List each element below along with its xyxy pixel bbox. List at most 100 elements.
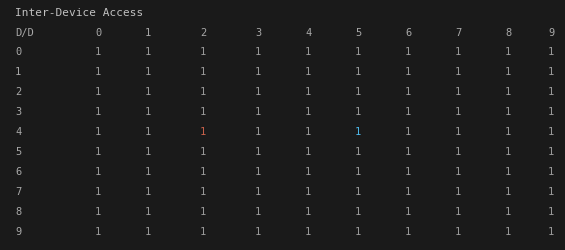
Text: 1: 1 <box>505 126 511 136</box>
Text: 1: 1 <box>355 47 361 57</box>
Text: 1: 1 <box>405 126 411 136</box>
Text: 1: 1 <box>355 186 361 196</box>
Text: 1: 1 <box>405 226 411 236</box>
Text: 1: 1 <box>305 226 311 236</box>
Text: 8: 8 <box>15 206 21 216</box>
Text: 1: 1 <box>255 226 261 236</box>
Text: 1: 1 <box>505 146 511 156</box>
Text: 1: 1 <box>145 87 151 97</box>
Text: 3: 3 <box>15 106 21 117</box>
Text: 1: 1 <box>145 206 151 216</box>
Text: 1: 1 <box>355 146 361 156</box>
Text: 2: 2 <box>200 28 206 38</box>
Text: 1: 1 <box>305 206 311 216</box>
Text: 1: 1 <box>505 67 511 77</box>
Text: 6: 6 <box>15 166 21 176</box>
Text: 1: 1 <box>145 28 151 38</box>
Text: 1: 1 <box>145 67 151 77</box>
Text: 1: 1 <box>95 47 101 57</box>
Text: 1: 1 <box>455 146 461 156</box>
Text: 3: 3 <box>255 28 261 38</box>
Text: 1: 1 <box>255 126 261 136</box>
Text: 1: 1 <box>200 67 206 77</box>
Text: 1: 1 <box>505 206 511 216</box>
Text: 1: 1 <box>305 166 311 176</box>
Text: 1: 1 <box>405 47 411 57</box>
Text: 1: 1 <box>355 106 361 117</box>
Text: 1: 1 <box>548 47 554 57</box>
Text: 1: 1 <box>548 186 554 196</box>
Text: 5: 5 <box>15 146 21 156</box>
Text: 1: 1 <box>548 146 554 156</box>
Text: 1: 1 <box>405 87 411 97</box>
Text: 1: 1 <box>95 146 101 156</box>
Text: 1: 1 <box>405 106 411 117</box>
Text: 1: 1 <box>355 126 361 136</box>
Text: 1: 1 <box>548 226 554 236</box>
Text: 1: 1 <box>305 87 311 97</box>
Text: 1: 1 <box>355 206 361 216</box>
Text: 1: 1 <box>95 166 101 176</box>
Text: 1: 1 <box>355 166 361 176</box>
Text: 1: 1 <box>200 166 206 176</box>
Text: 1: 1 <box>505 226 511 236</box>
Text: 1: 1 <box>95 87 101 97</box>
Text: 1: 1 <box>355 67 361 77</box>
Text: 1: 1 <box>455 87 461 97</box>
Text: 1: 1 <box>145 186 151 196</box>
Text: 1: 1 <box>145 106 151 117</box>
Text: 1: 1 <box>455 106 461 117</box>
Text: 1: 1 <box>505 186 511 196</box>
Text: 2: 2 <box>15 87 21 97</box>
Text: 1: 1 <box>95 106 101 117</box>
Text: 1: 1 <box>200 146 206 156</box>
Text: 9: 9 <box>15 226 21 236</box>
Text: D/D: D/D <box>15 28 34 38</box>
Text: 7: 7 <box>455 28 461 38</box>
Text: 1: 1 <box>255 206 261 216</box>
Text: 1: 1 <box>455 206 461 216</box>
Text: 0: 0 <box>15 47 21 57</box>
Text: 1: 1 <box>200 126 206 136</box>
Text: 1: 1 <box>200 186 206 196</box>
Text: 1: 1 <box>455 126 461 136</box>
Text: 1: 1 <box>95 67 101 77</box>
Text: 1: 1 <box>200 47 206 57</box>
Text: 1: 1 <box>255 106 261 117</box>
Text: 1: 1 <box>355 226 361 236</box>
Text: 6: 6 <box>405 28 411 38</box>
Text: 5: 5 <box>355 28 361 38</box>
Text: 1: 1 <box>505 166 511 176</box>
Text: 1: 1 <box>255 186 261 196</box>
Text: 9: 9 <box>548 28 554 38</box>
Text: 1: 1 <box>95 226 101 236</box>
Text: 1: 1 <box>505 87 511 97</box>
Text: 1: 1 <box>200 206 206 216</box>
Text: 1: 1 <box>548 126 554 136</box>
Text: 1: 1 <box>255 47 261 57</box>
Text: 1: 1 <box>145 226 151 236</box>
Text: 1: 1 <box>548 206 554 216</box>
Text: 1: 1 <box>505 106 511 117</box>
Text: 1: 1 <box>455 47 461 57</box>
Text: 1: 1 <box>255 87 261 97</box>
Text: 1: 1 <box>405 146 411 156</box>
Text: 1: 1 <box>405 67 411 77</box>
Text: 1: 1 <box>95 186 101 196</box>
Text: 1: 1 <box>255 146 261 156</box>
Text: 1: 1 <box>548 87 554 97</box>
Text: 1: 1 <box>548 106 554 117</box>
Text: 1: 1 <box>455 226 461 236</box>
Text: 1: 1 <box>200 226 206 236</box>
Text: 4: 4 <box>15 126 21 136</box>
Text: 1: 1 <box>405 206 411 216</box>
Text: Inter-Device Access: Inter-Device Access <box>15 8 144 18</box>
Text: 1: 1 <box>255 67 261 77</box>
Text: 1: 1 <box>455 166 461 176</box>
Text: 1: 1 <box>305 126 311 136</box>
Text: 8: 8 <box>505 28 511 38</box>
Text: 1: 1 <box>355 87 361 97</box>
Text: 1: 1 <box>200 106 206 117</box>
Text: 1: 1 <box>455 186 461 196</box>
Text: 1: 1 <box>405 166 411 176</box>
